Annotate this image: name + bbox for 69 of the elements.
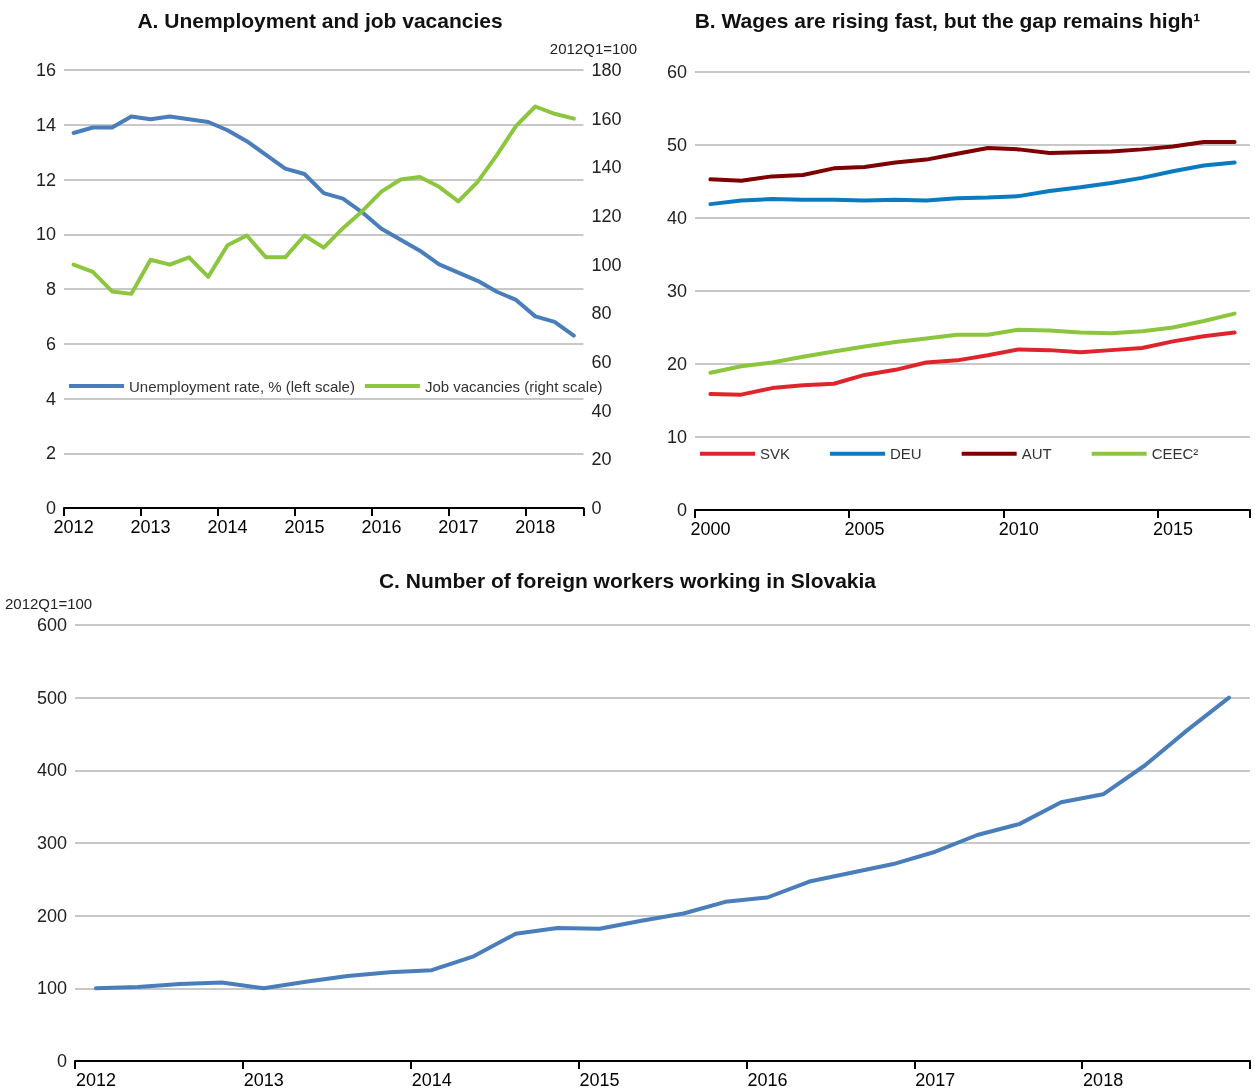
x-tick-label: 2016 xyxy=(361,517,402,537)
x-tick-label: 2013 xyxy=(130,517,171,537)
y-tick-label: 50 xyxy=(666,135,687,155)
y2-tick-label: 60 xyxy=(591,352,612,372)
y-tick-label: 16 xyxy=(35,60,56,80)
y2-tick-label: 140 xyxy=(591,157,622,178)
x-tick-label: 2005 xyxy=(844,519,885,539)
line-series xyxy=(708,140,1237,183)
y2-tick-label: 120 xyxy=(591,206,622,226)
x-tick-label: 2013 xyxy=(243,1070,284,1090)
legend-label: SVK xyxy=(760,445,791,463)
line-series xyxy=(708,311,1237,375)
y2-tick-label: 40 xyxy=(591,400,612,421)
y-tick-label: 20 xyxy=(666,354,687,374)
y-tick-label: 100 xyxy=(36,978,67,999)
line-series xyxy=(71,104,576,296)
y-tick-label: 300 xyxy=(36,833,67,853)
x-tick-label: 2010 xyxy=(998,519,1039,539)
y-tick-label: 60 xyxy=(666,62,687,82)
y-tick-label: 40 xyxy=(666,208,687,228)
x-tick-label: 2015 xyxy=(1152,519,1193,539)
y-tick-label: 10 xyxy=(666,427,687,447)
y-tick-label: 0 xyxy=(56,1051,67,1071)
line-series xyxy=(708,160,1237,207)
y-tick-label: 8 xyxy=(45,279,56,299)
chart-title: B. Wages are rising fast, but the gap remains high¹ xyxy=(694,9,1201,32)
y-tick-label: 0 xyxy=(676,500,687,520)
y-tick-label: 30 xyxy=(666,281,687,301)
y-tick-label: 6 xyxy=(45,333,56,354)
y2-axis-title: 2012Q1=100 xyxy=(549,40,637,57)
legend-label: CEEC² xyxy=(1151,445,1199,463)
x-tick-label: 2017 xyxy=(438,517,479,537)
y2-tick-label: 80 xyxy=(591,303,612,324)
x-tick-label: 2018 xyxy=(515,517,556,537)
x-tick-label: 2018 xyxy=(1083,1070,1124,1090)
y2-tick-label: 100 xyxy=(591,254,622,275)
chart-title: C. Number of foreign workers working in Slovakia xyxy=(378,569,877,592)
y2-tick-label: 180 xyxy=(591,60,622,80)
y2-tick-label: 0 xyxy=(591,498,602,518)
line-series xyxy=(708,330,1237,397)
line-series xyxy=(71,114,576,338)
y-tick-label: 12 xyxy=(35,169,56,190)
x-tick-label: 2012 xyxy=(75,1070,117,1090)
y-tick-label: 10 xyxy=(35,224,56,245)
y-tick-label: 4 xyxy=(45,388,56,409)
y-tick-label: 400 xyxy=(36,760,67,781)
legend-label: Unemployment rate, % (left scale) xyxy=(129,377,355,395)
x-tick-label: 2014 xyxy=(411,1070,452,1090)
legend-label: DEU xyxy=(890,445,922,463)
y-axis-title: 2012Q1=100 xyxy=(5,595,93,612)
x-tick-label: 2015 xyxy=(284,517,325,537)
x-tick-label: 2015 xyxy=(579,1070,620,1090)
chart-title: A. Unemployment and job vacancies xyxy=(137,9,503,32)
y-tick-label: 500 xyxy=(36,687,67,708)
y-tick-label: 200 xyxy=(36,905,67,926)
legend-label: AUT xyxy=(1021,445,1052,463)
x-tick-label: 2016 xyxy=(747,1070,788,1090)
legend-label: Job vacancies (right scale) xyxy=(424,377,603,395)
y2-tick-label: 20 xyxy=(591,449,612,470)
y-tick-label: 14 xyxy=(35,114,56,135)
x-tick-label: 2017 xyxy=(915,1070,956,1090)
y-tick-label: 600 xyxy=(36,615,67,635)
y2-tick-label: 160 xyxy=(591,108,622,129)
y-tick-label: 2 xyxy=(45,443,56,464)
x-tick-label: 2014 xyxy=(207,517,248,537)
line-series xyxy=(93,695,1232,991)
x-tick-label: 2000 xyxy=(690,519,731,539)
y-tick-label: 0 xyxy=(45,498,56,518)
x-tick-label: 2012 xyxy=(53,517,94,537)
